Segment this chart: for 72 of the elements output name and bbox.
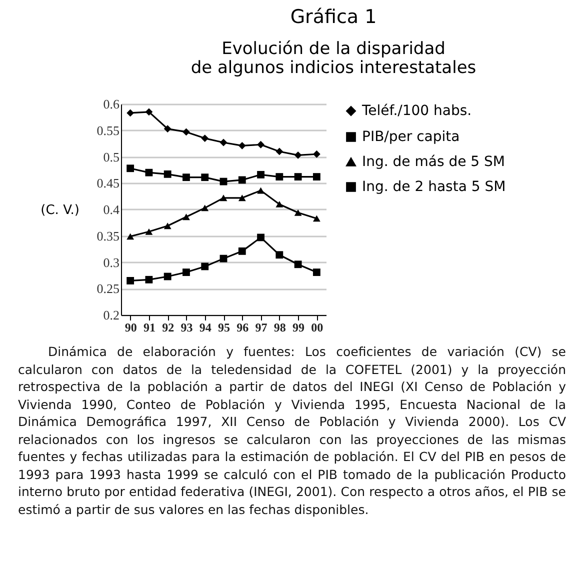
- point: [201, 174, 209, 182]
- point: [294, 173, 302, 181]
- point: [182, 268, 190, 276]
- point: [276, 148, 284, 156]
- point: [164, 170, 172, 178]
- point: [312, 268, 320, 276]
- point: [312, 215, 320, 222]
- point: [238, 247, 246, 255]
- point: [220, 178, 228, 186]
- y-tick-label: 0.4: [103, 202, 120, 217]
- y-axis-title: (C. V.): [40, 203, 80, 218]
- x-tick-label: 92: [162, 320, 174, 334]
- legend-label: Teléf./100 habs.: [361, 103, 472, 119]
- point: [294, 260, 302, 268]
- point: [238, 176, 246, 184]
- point: [164, 125, 172, 132]
- point: [201, 134, 209, 142]
- point: [126, 233, 134, 240]
- y-tick-label: 0.5: [103, 149, 120, 164]
- y-tick-label: 0.2: [103, 308, 120, 322]
- x-tick-label: 94: [199, 320, 212, 334]
- x-tick-label: 93: [180, 320, 193, 334]
- point: [164, 272, 172, 280]
- point: [126, 164, 134, 172]
- point: [257, 170, 264, 178]
- point: [257, 140, 264, 148]
- point: [238, 142, 246, 150]
- point: [257, 234, 264, 242]
- x-tick-label: 98: [274, 320, 286, 334]
- y-tick-label: 0.25: [96, 281, 120, 296]
- chart-title: Gráfica 1: [290, 6, 377, 28]
- point: [220, 194, 228, 202]
- x-tick-label: 97: [255, 320, 268, 334]
- point: [238, 194, 246, 202]
- legend-label: Ing. de más de 5 SM: [362, 154, 505, 170]
- point: [145, 168, 153, 176]
- point: [145, 108, 153, 116]
- point: [182, 174, 190, 182]
- point: [182, 214, 190, 220]
- point: [276, 251, 284, 259]
- x-tick-label: 91: [143, 320, 156, 334]
- point: [126, 277, 134, 284]
- y-tick-label: 0.45: [96, 176, 120, 191]
- point: [276, 201, 284, 208]
- point: [145, 228, 153, 235]
- point: [276, 173, 284, 181]
- point: [220, 254, 228, 262]
- point: [201, 204, 209, 212]
- point: [220, 138, 228, 146]
- y-tick-label: 0.6: [103, 96, 120, 112]
- chart-subtitle: Evolución de la disparidad de algunos indicios interestatales: [190, 39, 476, 78]
- point: [182, 128, 190, 136]
- point: [312, 150, 320, 158]
- y-tick-label: 0.55: [96, 122, 120, 138]
- point: [164, 222, 172, 230]
- text: Dinámica de elaboración y fuentes: Los coeficientes de variación (CV) se calcularon con datos de la teledensidad de la COFETEL (2001) y la proyección retrospectiva de la población a partir de datos del INEGI (XI Censo de Población y Vivienda 1990, Conteo de Población y Vivienda 1995, Encuesta Nacional de la Dinámica Demográfica 1997, XII Censo de Población y Vivienda 2000). Los CV relacionados con los ingresos se calcularon con las proyecciones de las mismas fuentes y fechas utilizadas para la estimación de población. El CV del PIB en pesos de 1993 para 1993 hasta 1999 se calculó con el PIB tomado de la publicación Producto interno bruto por entidad federativa (INEGI, 2001). Con respecto a otros años, el PIB se estimó a partir de sus valores en las fechas disponibles.: [18, 344, 566, 516]
- x-tick-label: 95: [218, 320, 230, 334]
- x-tick-label: 99: [292, 320, 305, 334]
- point: [294, 209, 302, 216]
- point: [294, 151, 302, 159]
- point: [201, 262, 209, 270]
- point: [126, 109, 134, 117]
- legend-label: Ing. de 2 hasta 5 SM: [362, 179, 506, 195]
- point: [312, 173, 320, 181]
- point: [145, 276, 153, 284]
- x-tick-label: 00: [311, 320, 324, 334]
- x-tick-label: 90: [124, 320, 137, 334]
- x-tick-label: 96: [236, 320, 249, 334]
- y-tick-label: 0.3: [103, 254, 120, 270]
- point: [257, 187, 264, 194]
- legend-label: PIB/per capita: [362, 129, 460, 145]
- y-tick-label: 0.35: [96, 228, 120, 244]
